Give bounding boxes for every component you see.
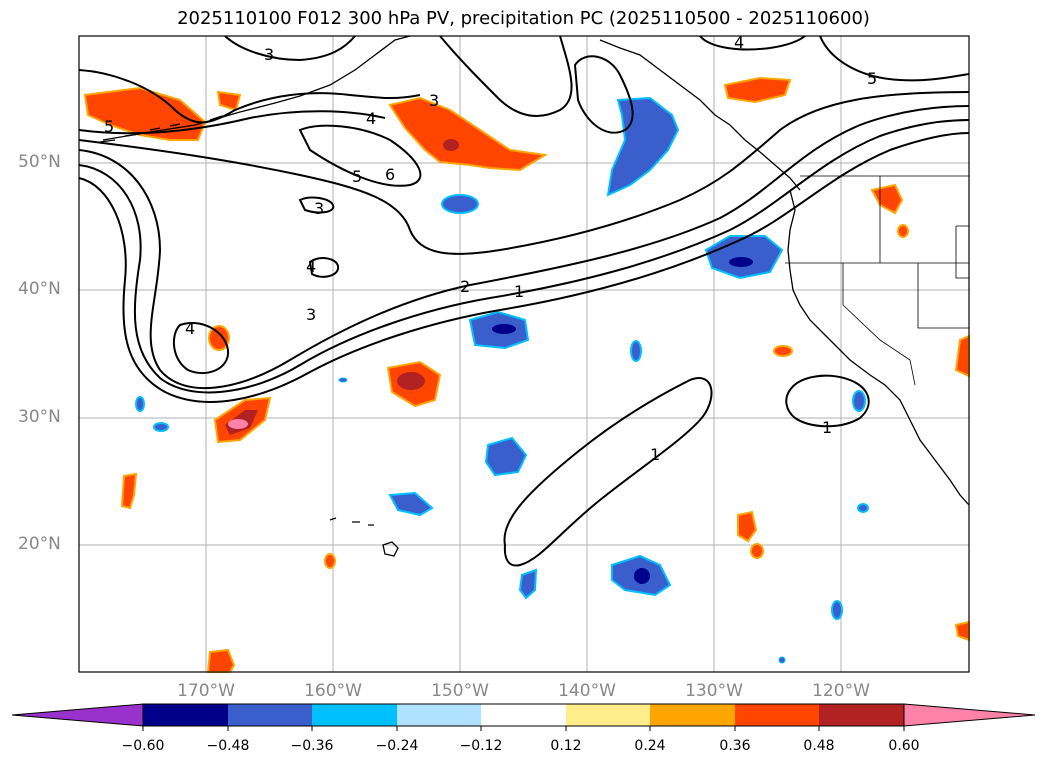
colorbar-max-extend [904,704,1035,726]
colorbar-tick-label: 0.48 [803,738,834,754]
colorbar-segment [228,704,312,726]
contour-label: 5 [867,69,877,88]
contour-label: 5 [352,167,362,186]
precip-blob [154,423,168,431]
precip-blob [898,225,908,237]
lat-label: 30°N [18,407,61,427]
precip-blob [325,554,335,568]
lon-label: 120°W [812,681,870,701]
precip-blob [853,391,865,411]
contour-label: 3 [264,45,274,64]
precip-blob-core [443,139,459,151]
precip-blob [774,346,792,356]
colorbar-min-extend [12,704,143,726]
precip-blob [442,195,478,213]
colorbar-segment [312,704,397,726]
contour-label: 3 [314,199,324,218]
contour-label: 5 [104,117,114,136]
colorbar-tick-label: 0.36 [719,738,750,754]
precip-blob-core [729,257,753,267]
colorbar-tick-label: −0.36 [291,738,334,754]
precip-blob [136,397,144,411]
precip-blob-core [634,568,650,584]
contour-label: 1 [822,418,832,437]
precip-blob-peak [228,419,248,429]
precip-blob [339,378,347,382]
colorbar-segment [143,704,228,726]
precip-blob [779,657,785,663]
precip-blob [832,601,842,619]
colorbar-tick-label: −0.60 [122,738,165,754]
colorbar [12,704,1035,731]
lon-label: 130°W [685,681,743,701]
lon-label: 170°W [177,681,235,701]
contour-label: 4 [366,109,376,128]
contour-label: 3 [306,305,316,324]
precip-blob [858,504,868,512]
colorbar-tick-label: 0.24 [634,738,665,754]
colorbar-segment [819,704,904,726]
precip-blob [751,544,763,558]
precip-blob-core [492,324,516,334]
precip-blob-core [397,372,425,390]
precip-blob [631,341,641,361]
contour-label: 6 [385,165,395,184]
colorbar-segment [735,704,819,726]
colorbar-tick-label: 0.60 [888,738,919,754]
colorbar-segment [481,704,566,726]
colorbar-tick-label: −0.48 [207,738,250,754]
colorbar-segment [566,704,650,726]
precip-blob [209,326,229,350]
precip-blob [208,650,234,672]
lon-label: 150°W [431,681,489,701]
lon-label: 140°W [558,681,616,701]
contour-label: 4 [185,319,195,338]
contour-label: 1 [650,445,660,464]
colorbar-tick-label: −0.12 [460,738,503,754]
lat-label: 20°N [18,534,61,554]
contour-label: 1 [514,282,524,301]
colorbar-segment [650,704,735,726]
colorbar-tick-label: −0.24 [376,738,419,754]
colorbar-tick-label: 0.12 [550,738,581,754]
contour-label: 3 [429,91,439,110]
contour-label: 4 [306,257,316,276]
lat-label: 50°N [18,152,61,172]
lon-label: 160°W [304,681,362,701]
lat-label: 40°N [18,279,61,299]
contour-label: 2 [460,277,470,296]
colorbar-segment [397,704,481,726]
